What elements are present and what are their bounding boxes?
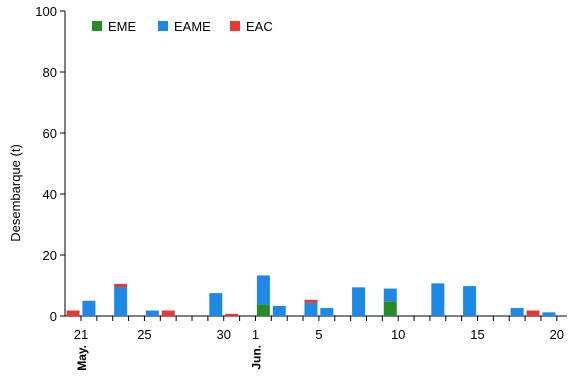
x-tick-label: 15 [470,327,484,342]
bar-eame [352,287,366,316]
bar-eame [209,293,223,316]
legend-swatch-eme [92,21,102,31]
x-tick-label: 21 [74,327,88,342]
bar-eme [256,304,270,316]
x-tick-label: 1 [252,327,259,342]
bar-eac [304,299,318,303]
bar-eame [82,300,96,316]
legend-swatch-eac [230,21,240,31]
bars [66,275,556,316]
bar-eame [510,308,524,316]
bar-eame [383,288,397,302]
y-tick-label: 40 [43,187,57,202]
y-tick-label: 80 [43,65,57,80]
month-label: May. [75,345,89,371]
x-tick-label: 30 [217,327,231,342]
bar-eme [383,301,397,316]
bar-eac [225,313,239,316]
y-tick-label: 60 [43,126,57,141]
bar-eame [463,286,477,316]
bar-eame [431,283,445,316]
bar-eame [114,287,128,316]
x-tick-label: 25 [137,327,151,342]
bar-eac [161,310,175,316]
legend-label-eac: EAC [246,19,273,34]
legend-swatch-eame [158,21,168,31]
bar-eame [304,302,318,316]
bar-eame [272,305,286,316]
x-tick-label: 20 [550,327,564,342]
y-tick-label: 100 [35,4,57,19]
y-axis-label: Desembarque (t) [8,144,23,242]
bar-eame [256,275,270,305]
bar-eac [526,310,540,316]
y-tick-label: 20 [43,248,57,263]
bar-eac [114,283,128,288]
month-label: Jun. [249,345,263,370]
bar-eame [320,308,334,316]
legend: EME EAME EAC [92,19,273,34]
legend-label-eme: EME [108,19,137,34]
bar-eac [66,310,80,316]
x-tick-label: 10 [391,327,405,342]
bar-eame [542,312,556,316]
x-tick-label: 5 [315,327,322,342]
bar-eame [145,310,159,316]
y-tick-label: 0 [50,309,57,324]
legend-label-eame: EAME [174,19,211,34]
